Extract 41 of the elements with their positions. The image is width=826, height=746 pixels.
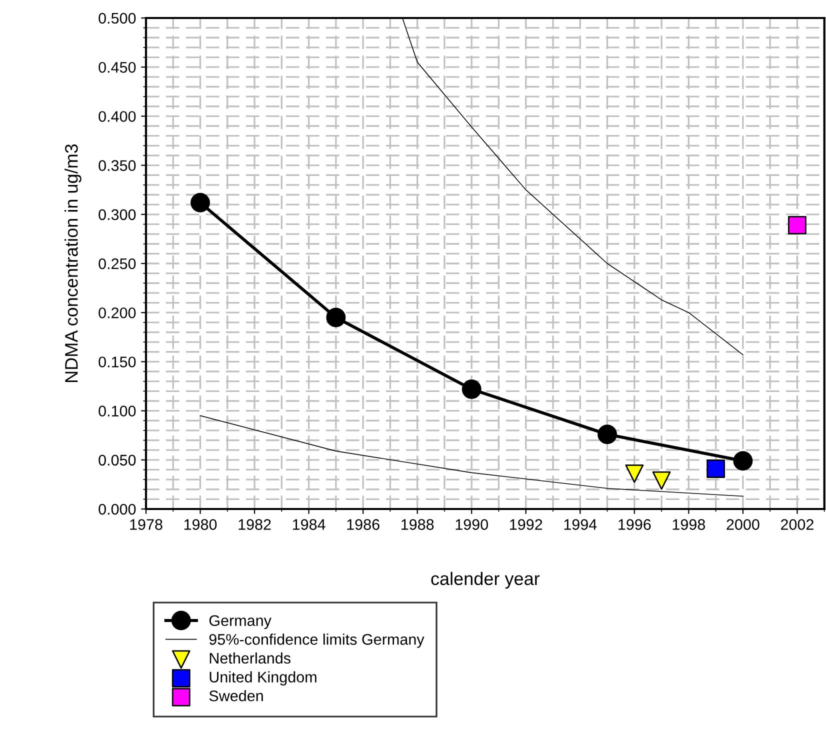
line-series [200, 415, 744, 497]
y-tick-label: 0.350 [98, 160, 136, 171]
point [652, 471, 671, 490]
y-axis-title: NDMA concentration in ug/m3 [64, 144, 82, 382]
y-tick-label: 0.050 [98, 454, 136, 466]
x-tick-label: 1996 [618, 519, 651, 530]
x-axis-title: calender year [431, 572, 540, 589]
x-tick-label: 1986 [347, 519, 380, 530]
x-tick-label: 1990 [456, 519, 488, 530]
x-tick-label: 1980 [184, 519, 217, 530]
legend-label: 95%-confidence limits Germany [209, 634, 424, 648]
point [625, 464, 644, 483]
point [598, 424, 617, 444]
legend-label: Sweden [209, 690, 263, 702]
y-tick-label: 0.500 [98, 12, 136, 24]
y-tick-label: 0.150 [98, 356, 136, 368]
x-tick-label: 1982 [238, 519, 271, 530]
x-tick-label: 1978 [130, 519, 162, 530]
x-tick-label: 2002 [780, 519, 814, 530]
y-tick-label: 0.000 [98, 504, 136, 515]
y-tick-label: 0.400 [98, 111, 136, 122]
point [326, 308, 346, 328]
y-tick-label: 0.300 [98, 209, 136, 220]
x-tick-label: 1988 [402, 519, 434, 530]
point [788, 216, 806, 234]
x-tick-label: 1992 [510, 519, 542, 530]
point [190, 192, 210, 212]
point [733, 451, 753, 471]
point [462, 379, 482, 399]
y-tick-label: 0.250 [98, 258, 136, 270]
legend-label: Germany [209, 615, 272, 630]
legend-label: Netherlands [210, 652, 290, 664]
x-tick-label: 2000 [726, 519, 760, 530]
y-tick-label: 0.450 [98, 62, 136, 73]
x-tick-label: 1984 [292, 519, 326, 530]
y-tick-label: 0.200 [98, 307, 136, 318]
point [706, 460, 726, 478]
y-tick-label: 0.100 [98, 406, 136, 416]
x-tick-label: 1998 [672, 519, 706, 530]
x-tick-label: 1994 [564, 519, 597, 530]
legend-label: United Kingdom [210, 671, 316, 686]
